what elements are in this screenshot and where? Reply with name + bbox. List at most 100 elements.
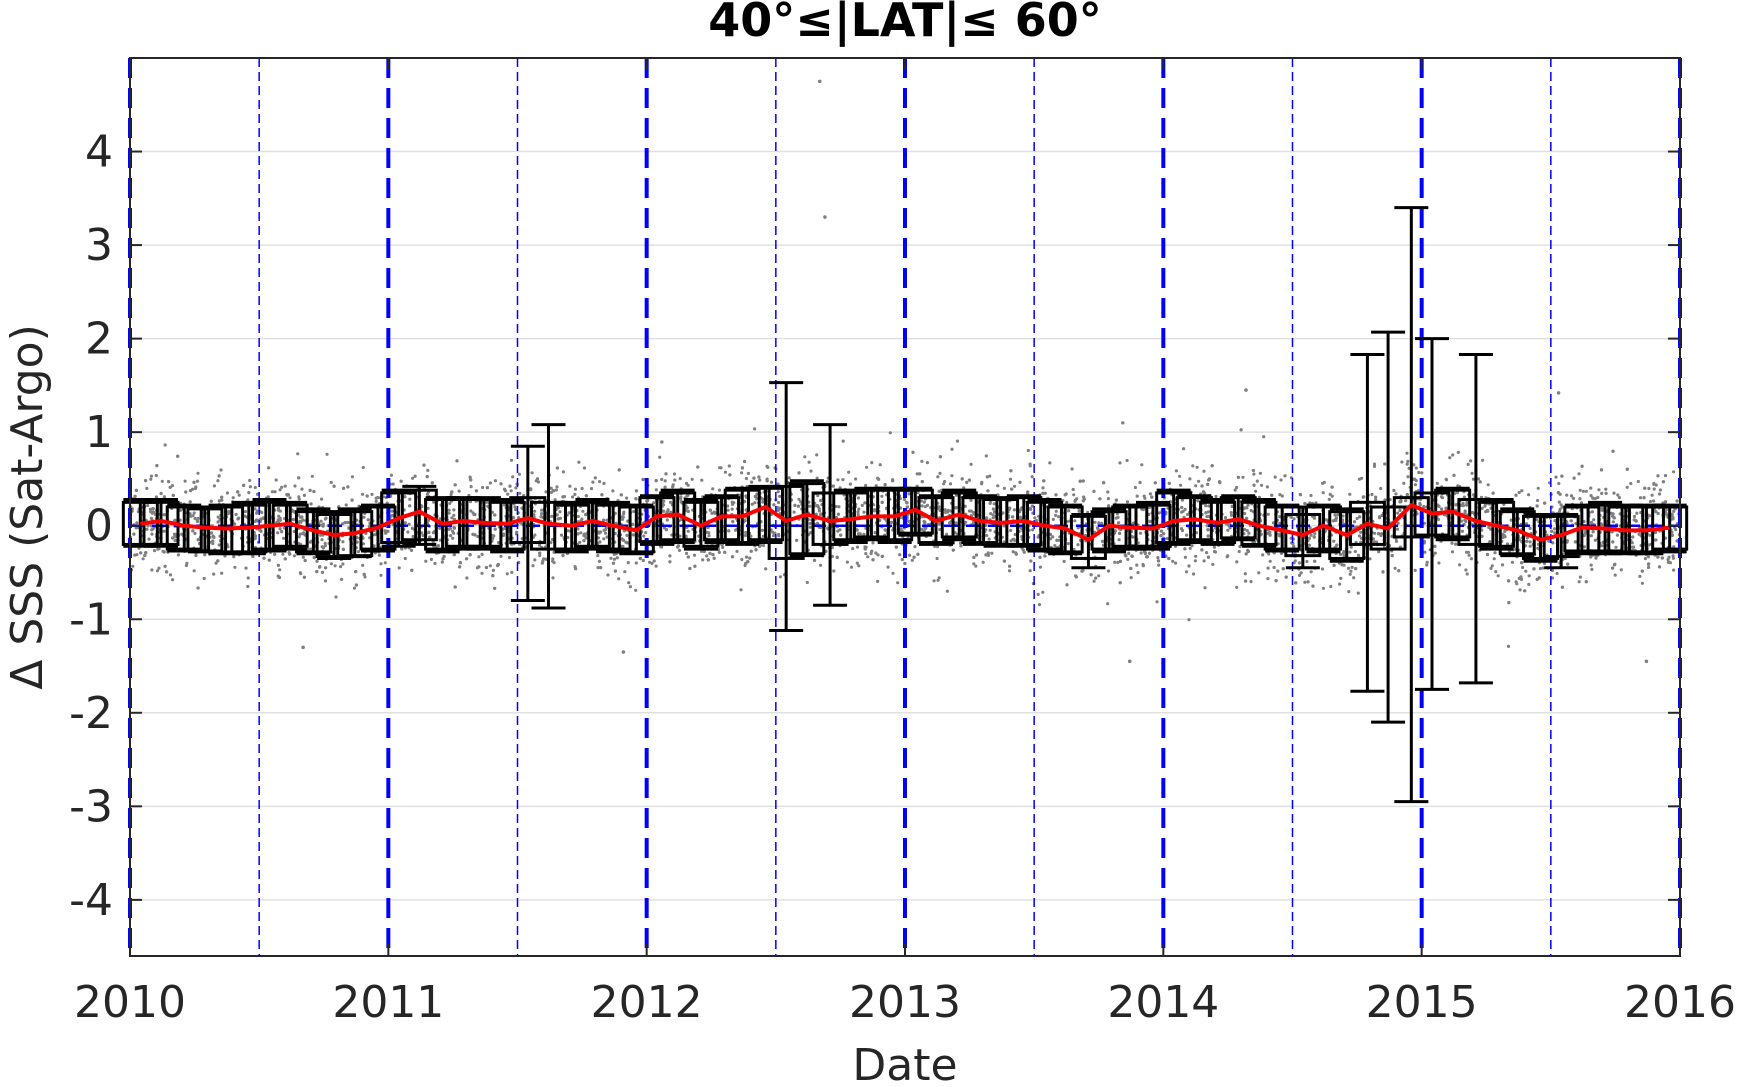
scatter-point [227, 511, 231, 515]
scatter-point [1292, 544, 1296, 549]
scatter-point [1672, 509, 1676, 513]
scatter-point [1589, 534, 1593, 538]
scatter-point [566, 529, 570, 533]
scatter-point [278, 568, 282, 572]
scatter-point [1057, 515, 1061, 519]
scatter-point [864, 552, 868, 556]
scatter-point [1674, 528, 1678, 532]
scatter-point [1312, 535, 1316, 539]
scatter-point [905, 501, 909, 505]
scatter-point [598, 480, 602, 484]
scatter-point [602, 528, 606, 532]
scatter-point [192, 569, 196, 573]
scatter-point [883, 483, 887, 487]
scatter-point [1308, 526, 1312, 530]
scatter-point [1196, 499, 1200, 503]
scatter-point [1190, 544, 1194, 548]
scatter-point [549, 490, 554, 494]
scatter-point [1557, 500, 1561, 504]
scatter-point [1550, 529, 1554, 533]
scatter-point [232, 555, 236, 559]
scatter-point [1569, 494, 1574, 498]
scatter-point [1233, 488, 1237, 492]
scatter-point [1667, 555, 1671, 559]
scatter-point [888, 431, 892, 435]
scatter-point [925, 461, 930, 465]
scatter-point [582, 533, 586, 538]
scatter-point [686, 483, 690, 487]
scatter-point [1239, 428, 1243, 432]
scatter-point [1254, 489, 1258, 493]
scatter-point [986, 553, 991, 558]
scatter-point [580, 486, 584, 491]
scatter-point [761, 543, 766, 548]
scatter-point [1333, 513, 1337, 517]
scatter-point [1155, 600, 1159, 604]
scatter-point [951, 548, 955, 552]
scatter-point [406, 530, 410, 534]
scatter-point [377, 553, 381, 557]
scatter-point [1589, 520, 1594, 525]
scatter-point [323, 579, 328, 583]
scatter-point [155, 569, 160, 573]
scatter-point [203, 553, 207, 557]
scatter-point [1162, 532, 1166, 536]
scatter-point [1658, 488, 1662, 492]
scatter-point [1303, 580, 1307, 584]
scatter-point [723, 550, 727, 554]
scatter-point [447, 511, 451, 515]
scatter-point [578, 540, 582, 544]
scatter-point [533, 533, 537, 537]
scatter-point [728, 473, 732, 477]
scatter-point [764, 567, 768, 571]
scatter-point [1354, 567, 1358, 571]
scatter-point [576, 527, 580, 531]
scatter-point [355, 540, 359, 544]
scatter-point [146, 503, 150, 508]
scatter-point [150, 532, 154, 536]
scatter-point [679, 495, 683, 499]
scatter-point [936, 578, 940, 582]
scatter-point [891, 571, 895, 575]
scatter-point [1652, 487, 1656, 491]
scatter-point [1609, 511, 1613, 515]
scatter-point [1480, 506, 1484, 510]
scatter-point [1643, 557, 1647, 561]
scatter-point [673, 478, 677, 482]
scatter-point [1159, 529, 1164, 533]
scatter-point [1048, 461, 1052, 465]
scatter-point [309, 502, 313, 506]
scatter-point [663, 479, 667, 483]
scatter-point [624, 540, 628, 544]
scatter-point [584, 494, 588, 498]
scatter-point [597, 559, 602, 563]
scatter-point [1065, 583, 1069, 587]
scatter-point [1463, 509, 1467, 513]
scatter-point [471, 511, 475, 515]
scatter-point [835, 555, 839, 560]
scatter-point [163, 564, 167, 568]
scatter-point [160, 479, 164, 483]
scatter-point [626, 561, 630, 565]
scatter-point [278, 509, 282, 513]
scatter-point [938, 527, 942, 532]
scatter-point [664, 472, 668, 476]
scatter-point [1614, 545, 1618, 549]
scatter-point [891, 479, 895, 483]
scatter-point [758, 478, 762, 482]
scatter-point [777, 534, 781, 538]
scatter-point [1106, 497, 1110, 501]
scatter-point [819, 563, 823, 567]
scatter-point [225, 491, 229, 495]
scatter-point [176, 454, 180, 458]
scatter-point [1036, 592, 1040, 597]
scatter-point [1648, 499, 1653, 504]
scatter-point [1327, 497, 1331, 501]
scatter-point [1517, 490, 1521, 495]
scatter-point [825, 480, 829, 484]
scatter-point [991, 513, 995, 517]
scatter-point [1309, 533, 1313, 537]
scatter-point [765, 464, 769, 468]
scatter-point [686, 529, 690, 533]
scatter-point [485, 500, 489, 504]
